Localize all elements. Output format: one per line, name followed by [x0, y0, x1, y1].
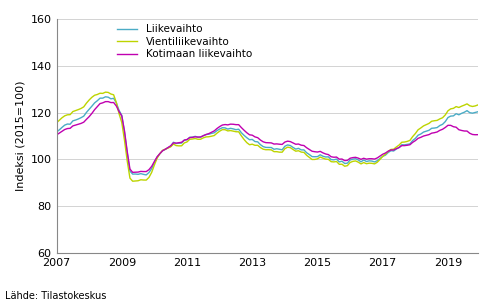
Liikevaihto — [54, 130, 60, 134]
Line: Liikevaihto: Liikevaihto — [57, 97, 478, 175]
Liikevaihto — [399, 143, 405, 147]
Liikevaihto — [217, 127, 223, 131]
Vientiliikevaihto — [309, 158, 315, 161]
Legend: Liikevaihto, Vientiliikevaihto, Kotimaan liikevaihto: Liikevaihto, Vientiliikevaihto, Kotimaan… — [116, 24, 252, 59]
Line: Vientiliikevaihto: Vientiliikevaihto — [57, 92, 478, 181]
Vientiliikevaihto — [54, 121, 60, 125]
Kotimaan liikevaihto — [399, 144, 405, 147]
Liikevaihto — [103, 95, 108, 98]
Y-axis label: Indeksi (2015=100): Indeksi (2015=100) — [15, 81, 25, 191]
Kotimaan liikevaihto — [130, 171, 136, 174]
Liikevaihto — [233, 128, 239, 132]
Kotimaan liikevaihto — [475, 133, 481, 136]
Liikevaihto — [165, 146, 171, 150]
Kotimaan liikevaihto — [54, 133, 60, 137]
Vientiliikevaihto — [165, 146, 171, 150]
Kotimaan liikevaihto — [105, 100, 111, 103]
Vientiliikevaihto — [130, 179, 136, 183]
Line: Kotimaan liikevaihto: Kotimaan liikevaihto — [57, 102, 478, 172]
Kotimaan liikevaihto — [217, 125, 223, 128]
Kotimaan liikevaihto — [350, 156, 356, 159]
Kotimaan liikevaihto — [233, 123, 239, 126]
Vientiliikevaihto — [350, 160, 356, 163]
Liikevaihto — [350, 157, 356, 161]
Vientiliikevaihto — [233, 130, 239, 133]
Kotimaan liikevaihto — [309, 149, 315, 153]
Liikevaihto — [475, 110, 481, 114]
Kotimaan liikevaihto — [165, 146, 171, 149]
Vientiliikevaihto — [399, 140, 405, 144]
Liikevaihto — [309, 155, 315, 158]
Text: Lähde: Tilastokeskus: Lähde: Tilastokeskus — [5, 291, 106, 301]
Vientiliikevaihto — [217, 130, 223, 133]
Vientiliikevaihto — [475, 103, 481, 107]
Liikevaihto — [143, 173, 149, 177]
Vientiliikevaihto — [103, 90, 108, 94]
